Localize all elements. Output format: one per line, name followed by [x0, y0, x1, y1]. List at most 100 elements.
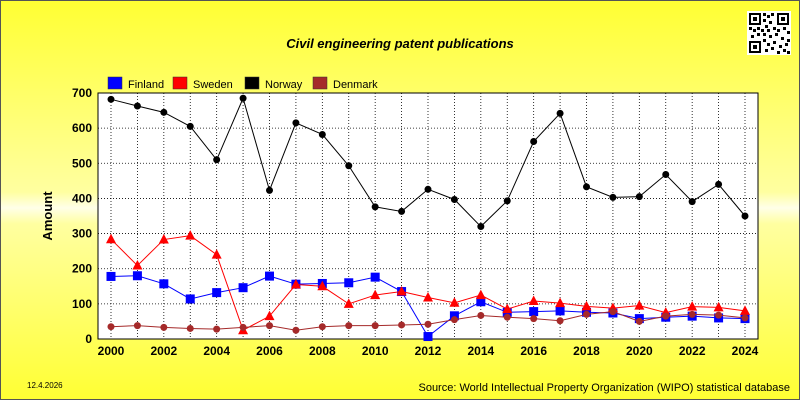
qr-module: [781, 37, 784, 40]
qr-module: [767, 15, 770, 18]
data-point-denmark: [266, 322, 273, 330]
y-tick-label: 300: [72, 227, 92, 241]
data-point-norway: [318, 130, 326, 138]
data-point-sweden: [581, 300, 592, 311]
data-point-finland: [132, 271, 142, 281]
data-point-norway: [688, 198, 696, 206]
data-point-denmark: [213, 325, 221, 333]
data-point-finland: [159, 279, 169, 289]
data-point-sweden: [502, 303, 513, 314]
data-point-sweden: [158, 234, 169, 244]
data-point-sweden: [396, 286, 407, 296]
y-tick-label: 0: [85, 332, 92, 346]
x-tick-label: 2010: [362, 344, 389, 358]
x-tick-label: 2016: [520, 344, 547, 358]
data-point-norway: [292, 119, 300, 127]
x-axis-ticks: 2000 2002 2004 2006 2008 2010 2012 2014 2016 2018…: [98, 344, 759, 358]
legend-label-sweden: Sweden: [193, 79, 233, 91]
data-point-finland: [238, 283, 248, 293]
legend-swatch-finland: [107, 76, 123, 90]
qr-module: [767, 43, 770, 46]
data-point-denmark: [133, 322, 141, 330]
qr-module: [777, 29, 780, 32]
qr-module: [761, 29, 764, 32]
data-point-finland: [185, 294, 195, 304]
data-point-sweden: [290, 279, 301, 289]
legend-swatch-norway: [244, 76, 260, 90]
data-point-denmark: [741, 314, 749, 322]
qr-module: [763, 33, 766, 36]
data-point-sweden: [475, 289, 486, 300]
data-point-norway: [345, 162, 353, 170]
data-point-sweden: [264, 310, 275, 321]
data-point-sweden: [423, 292, 433, 302]
qr-module: [763, 39, 766, 42]
x-tick-label: 2020: [626, 344, 653, 358]
legend-label-finland: Finland: [128, 79, 164, 91]
data-point-denmark: [556, 317, 564, 325]
qr-module: [787, 39, 790, 42]
qr-module: [749, 27, 752, 30]
data-point-sweden: [106, 233, 116, 244]
data-point-sweden: [185, 230, 196, 240]
data-point-norway: [398, 207, 406, 215]
data-point-finland: [265, 271, 274, 281]
qr-code-icon: [747, 11, 791, 55]
legend-label-denmark: Denmark: [333, 79, 378, 91]
data-point-denmark: [292, 326, 300, 334]
data-point-denmark: [398, 321, 406, 329]
data-point-norway: [503, 197, 511, 205]
qr-module: [773, 27, 776, 30]
data-point-norway: [530, 137, 538, 145]
qr-module: [775, 33, 778, 36]
qr-module: [769, 35, 772, 38]
data-point-sweden: [132, 260, 143, 270]
data-point-norway: [213, 156, 221, 164]
x-tick-label: 2008: [309, 344, 336, 358]
data-point-denmark: [107, 323, 115, 331]
data-point-denmark: [239, 323, 247, 331]
data-point-denmark: [424, 320, 432, 328]
data-point-denmark: [662, 312, 670, 320]
data-point-denmark: [477, 311, 485, 319]
x-tick-label: 2018: [573, 344, 600, 358]
y-axis-label: Amount: [40, 191, 55, 241]
legend-swatch-denmark: [312, 76, 328, 90]
data-point-norway: [239, 94, 247, 102]
data-point-denmark: [186, 324, 194, 332]
qr-module: [757, 33, 760, 36]
data-point-norway: [583, 183, 590, 191]
data-point-denmark: [635, 317, 643, 325]
data-point-denmark: [450, 316, 458, 324]
qr-module: [783, 27, 786, 30]
qr-module: [785, 43, 788, 46]
data-point-sweden: [317, 280, 328, 291]
data-point-norway: [186, 122, 194, 130]
source-note: Source: World Intellectual Property Orga…: [418, 382, 790, 394]
qr-module: [767, 29, 770, 32]
data-point-norway: [160, 108, 168, 116]
qr-finder-center: [753, 17, 757, 21]
data-point-sweden: [687, 301, 698, 311]
data-point-norway: [133, 102, 141, 110]
x-tick-label: 2004: [203, 344, 230, 358]
legend-label-norway: Norway: [265, 79, 303, 91]
data-point-denmark: [318, 323, 326, 331]
data-point-denmark: [688, 310, 696, 318]
data-point-norway: [662, 171, 670, 179]
data-point-sweden: [343, 298, 354, 308]
data-point-sweden: [449, 297, 460, 307]
data-point-norway: [107, 95, 115, 103]
data-point-finland: [476, 297, 486, 307]
data-point-finland: [423, 332, 433, 342]
data-point-finland: [555, 306, 565, 316]
qr-finder-center: [753, 45, 757, 49]
data-point-sweden: [528, 295, 539, 306]
qr-module: [777, 51, 780, 54]
qr-module: [773, 41, 776, 44]
data-point-finland: [344, 278, 354, 288]
data-point-norway: [266, 186, 273, 194]
data-point-denmark: [160, 323, 168, 331]
data-point-norway: [477, 223, 485, 231]
